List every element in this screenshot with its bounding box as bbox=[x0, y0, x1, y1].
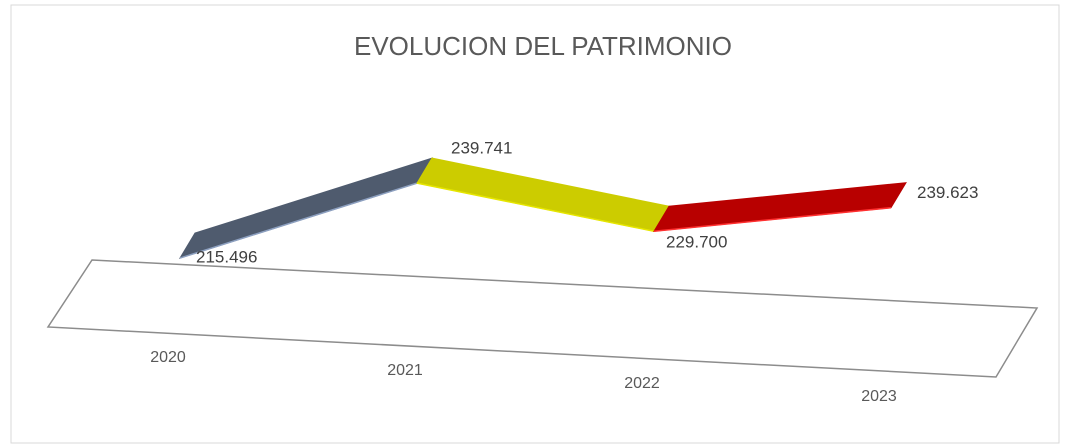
x-tick-label: 2023 bbox=[861, 388, 897, 405]
segment-edge bbox=[416, 182, 655, 232]
segment-edge bbox=[179, 182, 418, 259]
chart-title: EVOLUCION DEL PATRIMONIO bbox=[354, 31, 732, 61]
chart-frame bbox=[10, 4, 1060, 444]
floor bbox=[46, 259, 1039, 378]
data-label: 239.741 bbox=[451, 139, 512, 158]
x-tick-label: 2020 bbox=[150, 349, 186, 366]
x-tick-label: 2022 bbox=[624, 375, 660, 392]
data-label: 239.623 bbox=[917, 183, 978, 202]
x-tick-label: 2021 bbox=[387, 362, 423, 379]
data-label: 215.496 bbox=[196, 248, 257, 267]
data-label: 229.700 bbox=[666, 233, 727, 252]
segment-edge bbox=[653, 206, 892, 232]
